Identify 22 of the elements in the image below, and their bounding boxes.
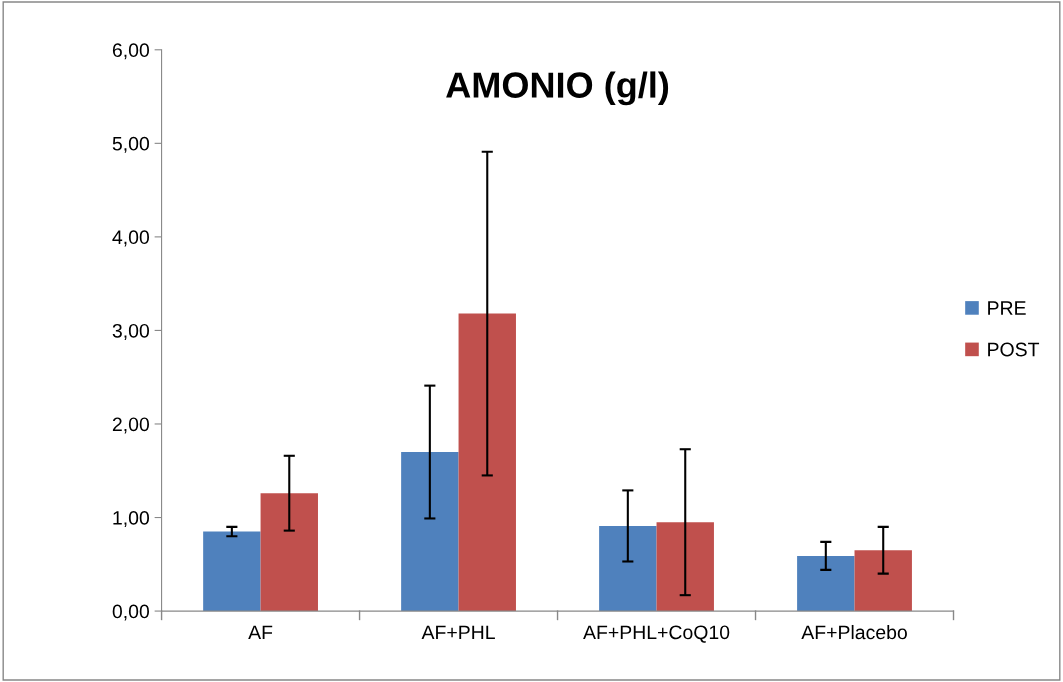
- bar: [854, 550, 912, 612]
- bar: [260, 493, 318, 612]
- y-tick-label: 1,00: [113, 510, 150, 528]
- x-tick-label: AF+Placebo: [801, 624, 907, 640]
- text: AMONIO (g/l): [446, 71, 669, 106]
- bar: [401, 452, 459, 612]
- x-tick-label: AF: [248, 625, 273, 640]
- y-tick-label: 4,00: [112, 230, 150, 247]
- bar: [203, 531, 261, 612]
- bar: [797, 555, 855, 612]
- y-tick-label: 2,00: [112, 417, 150, 434]
- y-tick-label: 3,00: [112, 323, 150, 340]
- y-tick-label: 5,00: [112, 136, 150, 153]
- y-tick-label: 6,00: [112, 43, 150, 60]
- x-tick-label: AF+PHL: [421, 625, 495, 640]
- x-tick-label: AF+PHL+CoQ10: [583, 625, 730, 643]
- legend-label: POST: [988, 342, 1040, 357]
- bar: [458, 313, 516, 612]
- y-tick-label: 0,00: [112, 604, 150, 621]
- bar: [656, 522, 714, 612]
- bar: [599, 525, 657, 612]
- legend-label: PRE: [988, 301, 1026, 315]
